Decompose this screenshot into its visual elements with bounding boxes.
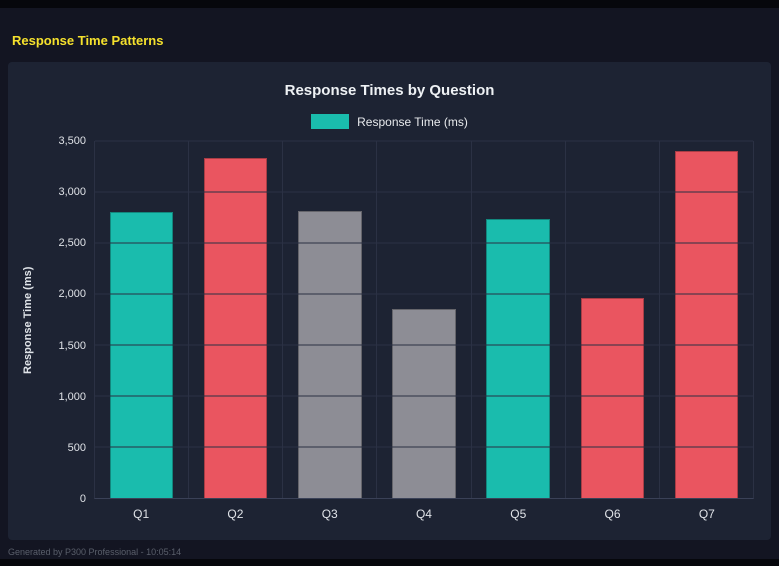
category-column (188, 141, 282, 498)
plot-columns (95, 141, 753, 498)
bar-q1[interactable] (109, 212, 174, 498)
chart-title: Response Times by Question (284, 82, 495, 99)
bar-q4[interactable] (392, 309, 456, 498)
top-strip (0, 0, 779, 8)
category-column (282, 141, 376, 498)
legend-label: Response Time (ms) (357, 114, 468, 129)
y-tick-label: 500 (67, 441, 86, 454)
x-tick-label: Q7 (698, 507, 715, 521)
y-tick-label: 3,000 (58, 186, 86, 199)
x-axis-labels: Q1 Q2 Q3 Q4 Q5 Q6 Q7 (94, 507, 754, 521)
x-tick-label: Q4 (415, 507, 432, 521)
y-tick-label: 3,500 (58, 135, 86, 147)
bar-q3[interactable] (298, 211, 362, 498)
category-column (658, 141, 753, 498)
chart-panel: Response Times by Question Response Time… (8, 62, 771, 540)
gridline (95, 293, 753, 295)
x-tick-label: Q3 (321, 507, 338, 521)
plot-area (94, 140, 754, 499)
gridline (95, 242, 753, 244)
y-tick-label: 0 (79, 493, 86, 505)
x-tick-label: Q1 (133, 507, 150, 521)
bottom-strip (0, 559, 779, 566)
y-tick-label: 1,000 (58, 390, 86, 403)
x-tick-label: Q6 (604, 507, 621, 521)
bar-q6[interactable] (580, 298, 644, 498)
x-tick-label: Q5 (510, 507, 527, 521)
chart-legend[interactable]: Response Time (ms) (8, 114, 771, 129)
category-column (95, 141, 188, 498)
y-axis-ticks: 0 500 1,000 1,500 2,000 2,500 3,000 3,500 (38, 135, 86, 505)
bar-q2[interactable] (204, 158, 268, 498)
page-title: Response Time Patterns (12, 33, 164, 48)
bar-q7[interactable] (674, 151, 739, 498)
category-column (470, 141, 565, 498)
y-axis-title: Response Time (ms) (22, 266, 34, 374)
legend-swatch (311, 114, 350, 129)
gridline (95, 395, 753, 397)
category-column (564, 141, 659, 498)
category-column (376, 141, 470, 498)
bar-q5[interactable] (486, 218, 550, 498)
y-tick-label: 1,500 (58, 339, 86, 352)
x-tick-label: Q2 (227, 507, 244, 521)
gridline (95, 140, 753, 142)
gridline (95, 446, 753, 448)
footer-text: Generated by P300 Professional - 10:05:1… (8, 547, 182, 557)
gridline (95, 344, 753, 346)
y-tick-label: 2,000 (58, 288, 86, 301)
gridline (95, 191, 753, 193)
y-tick-label: 2,500 (58, 237, 86, 250)
